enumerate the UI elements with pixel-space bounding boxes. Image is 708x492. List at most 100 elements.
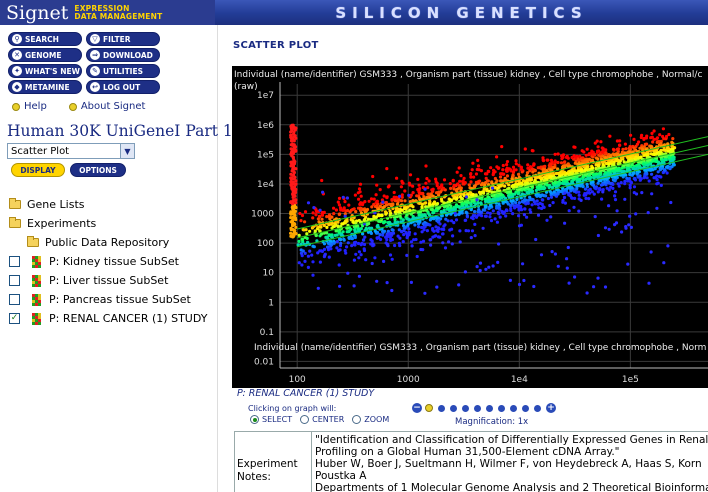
data-point[interactable] [652, 129, 656, 133]
data-point[interactable] [618, 139, 622, 143]
data-point[interactable] [525, 179, 529, 183]
data-point[interactable] [411, 184, 415, 188]
data-point[interactable] [291, 182, 295, 186]
data-point[interactable] [457, 283, 461, 287]
data-point[interactable] [631, 150, 635, 154]
data-point[interactable] [596, 276, 600, 280]
data-point[interactable] [461, 182, 465, 186]
data-point[interactable] [320, 217, 324, 221]
data-point[interactable] [403, 225, 407, 229]
data-point[interactable] [409, 280, 413, 284]
data-point[interactable] [627, 223, 631, 227]
data-point[interactable] [601, 163, 605, 167]
data-point[interactable] [497, 166, 501, 170]
data-point[interactable] [519, 181, 524, 185]
data-point[interactable] [399, 199, 404, 203]
data-point[interactable] [618, 143, 622, 147]
data-point[interactable] [667, 132, 671, 137]
data-point[interactable] [545, 174, 549, 179]
data-point[interactable] [534, 176, 538, 180]
data-point[interactable] [629, 225, 633, 229]
data-point[interactable] [432, 200, 437, 204]
data-point[interactable] [407, 193, 411, 197]
data-point[interactable] [458, 179, 462, 183]
data-point[interactable] [291, 173, 295, 177]
data-point[interactable] [408, 208, 412, 212]
data-point[interactable] [440, 214, 444, 218]
data-point[interactable] [471, 161, 475, 165]
data-point[interactable] [517, 175, 521, 179]
data-point[interactable] [598, 187, 602, 191]
data-point[interactable] [609, 154, 613, 158]
data-point[interactable] [539, 184, 543, 188]
data-point[interactable] [501, 163, 505, 168]
data-point[interactable] [304, 228, 308, 232]
data-point[interactable] [523, 147, 527, 151]
data-point[interactable] [463, 218, 467, 222]
data-point[interactable] [464, 229, 468, 233]
data-point[interactable] [526, 198, 531, 202]
data-point[interactable] [577, 193, 581, 197]
data-point[interactable] [628, 183, 632, 187]
mode-select-radio[interactable]: SELECT [250, 415, 292, 424]
data-point[interactable] [625, 176, 629, 180]
data-point[interactable] [580, 149, 584, 153]
data-point[interactable] [497, 242, 501, 246]
metamine-button[interactable]: ◆ METAMINE [8, 80, 82, 94]
data-point[interactable] [385, 167, 389, 171]
data-point[interactable] [353, 229, 357, 233]
data-point[interactable] [469, 236, 473, 240]
data-point[interactable] [343, 200, 347, 204]
data-point[interactable] [505, 174, 510, 178]
data-point[interactable] [451, 178, 455, 182]
data-point[interactable] [435, 181, 439, 185]
data-point[interactable] [337, 212, 341, 216]
data-point[interactable] [290, 205, 294, 209]
data-point[interactable] [377, 213, 381, 218]
radio-icon[interactable] [300, 415, 310, 424]
data-point[interactable] [587, 188, 591, 192]
data-point[interactable] [343, 214, 347, 218]
data-point[interactable] [494, 186, 498, 190]
data-point[interactable] [532, 162, 536, 166]
genome-button[interactable]: ✕ GENOME [8, 48, 82, 62]
data-point[interactable] [353, 193, 357, 197]
data-point[interactable] [499, 179, 503, 183]
mode-zoom-radio[interactable]: ZOOM [352, 415, 389, 424]
data-point[interactable] [316, 251, 320, 255]
data-point[interactable] [583, 192, 587, 196]
data-point[interactable] [343, 249, 347, 253]
data-point[interactable] [442, 224, 446, 228]
data-point[interactable] [422, 195, 426, 199]
data-point[interactable] [596, 163, 600, 167]
data-point[interactable] [401, 240, 405, 244]
data-point[interactable] [496, 205, 501, 209]
data-point[interactable] [320, 212, 324, 217]
data-point[interactable] [435, 184, 439, 188]
data-point[interactable] [417, 191, 422, 196]
data-point[interactable] [398, 244, 402, 248]
data-point[interactable] [557, 171, 562, 175]
data-point[interactable] [473, 222, 477, 226]
data-point[interactable] [405, 253, 409, 257]
data-point[interactable] [486, 179, 490, 183]
tree-experiment-item[interactable]: P: Kidney tissue SubSet [9, 252, 219, 271]
data-point[interactable] [341, 230, 345, 234]
data-point[interactable] [511, 212, 515, 216]
data-point[interactable] [559, 161, 564, 165]
data-point[interactable] [391, 202, 395, 206]
data-point[interactable] [318, 260, 322, 264]
data-point[interactable] [474, 180, 478, 184]
data-point[interactable] [544, 190, 549, 194]
data-point[interactable] [559, 189, 563, 194]
zoom-level-dot[interactable] [462, 404, 469, 412]
data-point[interactable] [420, 225, 424, 230]
data-point[interactable] [484, 267, 488, 271]
data-point[interactable] [489, 219, 494, 223]
data-point[interactable] [320, 249, 324, 253]
data-point[interactable] [450, 219, 454, 223]
data-point[interactable] [303, 220, 307, 224]
data-point[interactable] [322, 223, 326, 228]
data-point[interactable] [585, 147, 589, 151]
data-point[interactable] [607, 162, 611, 166]
